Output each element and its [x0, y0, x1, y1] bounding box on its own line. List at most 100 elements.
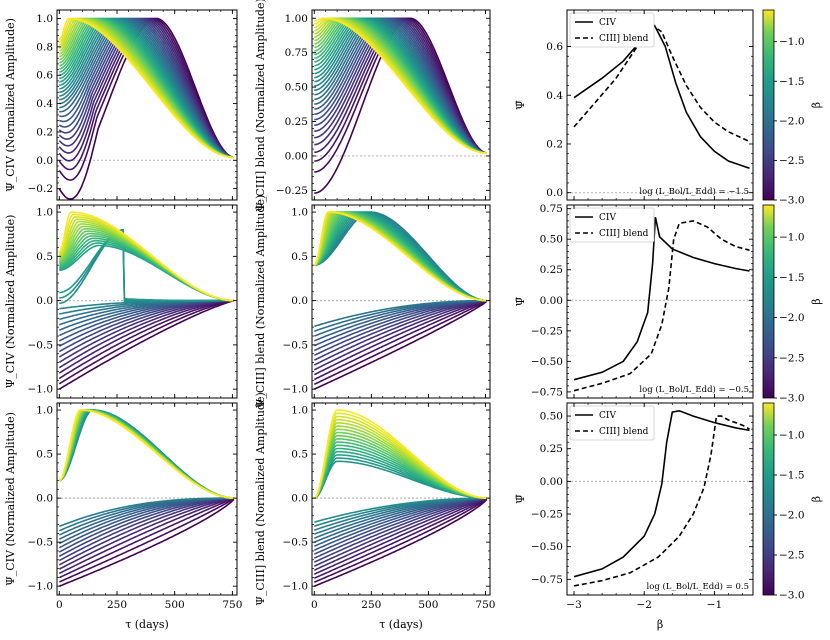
ytick-label: 0.0	[291, 493, 308, 505]
ytick-label: −1.0	[283, 581, 309, 593]
curve-beta-0	[58, 498, 235, 587]
ytick-label: 1.0	[36, 13, 53, 25]
ytick-label: 0.0	[36, 295, 53, 307]
series-civ-line	[573, 409, 750, 578]
series-ciii-line	[573, 415, 750, 587]
luminosity-annotation: log (L_Bol/L_Edd) = −0.5	[639, 384, 749, 395]
ytick-label: 0.5	[36, 449, 53, 461]
ytick-label: 0.25	[285, 116, 308, 128]
legend-civ-label: CIV	[599, 18, 616, 28]
curve-beta-24	[59, 409, 234, 499]
ylabel-ciii: Ψ_CIII] blend (Normalized Amplitude)	[254, 392, 267, 606]
curve-beta-18	[59, 228, 234, 302]
ytick-label: 0.6	[546, 41, 563, 53]
axes-frame	[311, 9, 491, 201]
ytick-label: 0.5	[36, 251, 53, 263]
ytick-label: 0.2	[546, 138, 563, 150]
curve-beta-5	[314, 17, 487, 154]
ylabel-civ: Ψ_CIV (Normalized Amplitude)	[4, 18, 17, 192]
axes-frame	[56, 402, 238, 596]
plot-area	[58, 17, 234, 200]
axes-frame	[566, 204, 754, 399]
curve-beta-14	[59, 497, 234, 528]
curve-beta-3	[313, 497, 488, 575]
curve-beta-25	[58, 409, 234, 499]
colorbar-gradient	[762, 402, 775, 596]
ytick-label: 0.5	[291, 449, 308, 461]
curve-beta-33	[313, 211, 487, 302]
ytick-label: 0.50	[285, 82, 308, 94]
plot-area	[313, 409, 488, 587]
colorbar-gradient	[762, 204, 775, 399]
curve-beta-0	[58, 300, 234, 390]
curve-beta-1	[58, 498, 235, 583]
curve-beta-33	[58, 17, 234, 159]
curve-beta-3	[313, 300, 487, 376]
curve-beta-33	[58, 211, 234, 302]
ytick-label: 0.6	[36, 70, 53, 82]
ytick-label: −0.50	[531, 356, 563, 368]
colorbar-tick-label: −3.0	[779, 195, 805, 207]
panel-ciii_bot: −1.0 −0.5 0.0 0.5 1.0 0 250 500 750 Ψ_CIII] blend…	[254, 392, 495, 631]
ytick-label: −0.5	[28, 537, 54, 549]
colorbar-tick-label: −1.0	[779, 36, 805, 48]
colorbar-tick-label: −3.0	[779, 393, 805, 405]
ytick-label: 0.2	[36, 126, 53, 138]
axes-frame	[311, 402, 491, 596]
xtick-label: 0	[56, 599, 63, 611]
xtick-label: 0	[311, 599, 318, 611]
colorbar-tick-label: −2.5	[779, 155, 805, 167]
legend-ciii-label: CIII] blend	[599, 427, 649, 437]
axes-frame	[56, 9, 238, 201]
curve-beta-2	[58, 299, 234, 380]
ylabel-ciii: Ψ_CIII] blend (Normalized Amplitude)	[254, 0, 267, 212]
legend: CIV CIII] blend	[569, 12, 655, 48]
ytick-label: 0.0	[291, 295, 308, 307]
luminosity-annotation: log (L_Bol/L_Edd) = −1.5	[639, 186, 749, 197]
curve-beta-15	[59, 409, 234, 499]
ytick-label: 0.4	[546, 90, 563, 102]
curve-beta-29	[58, 409, 234, 499]
colorbar-1: −3.0 −2.5 −2.0 −1.5 −1.0 β	[762, 9, 823, 207]
curve-beta-30	[58, 409, 234, 499]
plot-area	[58, 211, 234, 390]
curve-beta-0	[313, 300, 488, 390]
curve-beta-4	[313, 497, 488, 571]
series-civ-line	[573, 217, 750, 381]
ytick-label: −0.2	[28, 183, 54, 195]
panel-ciii_mid: −1.0 −0.5 0.0 0.5 1.0 Ψ_CIII] blend (Normaliz…	[254, 195, 491, 408]
ytick-label: −1.0	[283, 384, 309, 396]
curve-beta-17	[59, 409, 234, 499]
ytick-label: 1.0	[291, 207, 308, 219]
ytick-label: −0.75	[531, 386, 563, 398]
curve-beta-16	[59, 409, 234, 499]
colorbar-label: β	[810, 496, 823, 502]
xtick-label: 250	[107, 599, 127, 611]
panel-civ_bot: −1.0 −0.5 0.0 0.5 1.0 0 250 500 750 Ψ_CIV (Normal…	[4, 402, 242, 631]
panel-civ_top: −0.2 0.0 0.2 0.4 0.6 0.8 1.0 Ψ_CIV (Normalized …	[4, 9, 238, 201]
ytick-label: 0.8	[36, 41, 53, 53]
ytick-label: 0.5	[291, 251, 308, 263]
xlabel-beta: β	[657, 618, 663, 631]
legend-ciii-label: CIII] blend	[599, 34, 649, 44]
ytick-label: 0.00	[285, 150, 308, 162]
curve-beta-16	[314, 497, 487, 523]
curve-beta-16	[59, 228, 234, 305]
xlabel-tau: τ (days)	[125, 618, 169, 631]
ytick-label: −0.25	[531, 509, 563, 521]
curve-beta-32	[58, 409, 234, 499]
xtick-label: −2	[636, 599, 651, 611]
xtick-label: 500	[418, 599, 438, 611]
curve-beta-8	[313, 497, 487, 555]
colorbar-label: β	[810, 102, 823, 108]
ytick-label: 0.00	[540, 476, 563, 488]
curve-beta-6	[58, 497, 234, 562]
colorbar-tick-label: −1.0	[779, 430, 805, 442]
curve-beta-27	[58, 409, 234, 499]
ytick-label: 0.0	[36, 493, 53, 505]
axes-frame	[566, 402, 754, 596]
curve-beta-26	[58, 409, 234, 499]
ytick-label: −0.5	[28, 339, 54, 351]
ytick-label: 1.00	[285, 13, 308, 25]
curve-beta-20	[314, 211, 487, 302]
